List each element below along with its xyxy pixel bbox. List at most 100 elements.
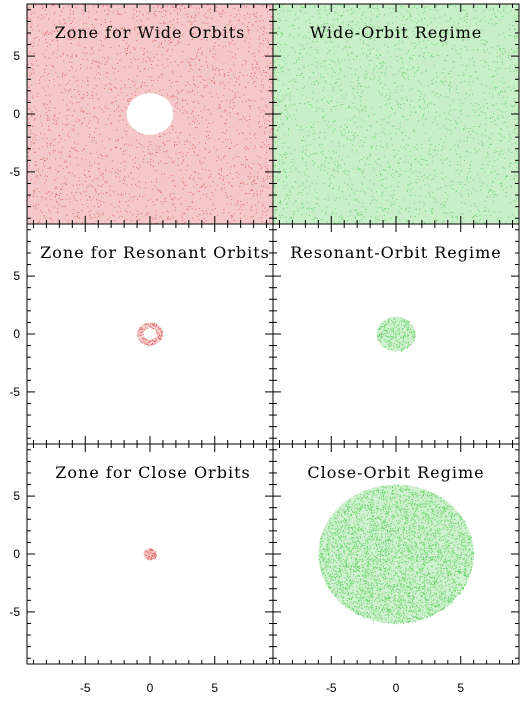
scatter-point (46, 103, 48, 105)
scatter-point (107, 30, 109, 31)
scatter-point (220, 159, 222, 161)
scatter-point (134, 91, 136, 93)
scatter-point (46, 31, 48, 33)
scatter-point (251, 189, 253, 191)
scatter-point (269, 116, 271, 117)
scatter-point (156, 199, 158, 201)
scatter-point (308, 131, 310, 133)
scatter-point (440, 159, 442, 161)
scatter-point (481, 83, 483, 85)
scatter-point (504, 91, 506, 93)
scatter-point (47, 85, 49, 87)
scatter-point (407, 189, 409, 191)
scatter-point (253, 134, 255, 136)
scatter-point (479, 181, 481, 183)
scatter-point (362, 53, 364, 54)
scatter-point (34, 182, 36, 184)
scatter-point (510, 59, 512, 61)
scatter-point (36, 196, 38, 198)
scatter-point (280, 49, 282, 51)
scatter-point (399, 342, 401, 343)
scatter-point (216, 67, 218, 69)
scatter-point (407, 336, 409, 338)
scatter-point (343, 145, 345, 147)
scatter-point (57, 207, 59, 209)
scatter-point (418, 213, 420, 215)
scatter-point (402, 61, 404, 63)
scatter-point (142, 333, 144, 335)
scatter-point (337, 85, 339, 87)
scatter-point (155, 210, 157, 212)
scatter-point (45, 199, 47, 201)
scatter-point (486, 185, 488, 187)
scatter-point (501, 150, 503, 152)
scatter-point (338, 216, 340, 218)
scatter-point (223, 75, 225, 77)
scatter-point (404, 342, 406, 344)
scatter-point (294, 28, 296, 30)
scatter-point (334, 199, 336, 201)
scatter-point (219, 104, 221, 105)
scatter-point (353, 192, 355, 194)
scatter-point (468, 81, 470, 83)
scatter-point (344, 46, 346, 48)
scatter-point (437, 188, 439, 190)
scatter-point (421, 117, 423, 119)
scatter-point (51, 64, 53, 66)
scatter-point (462, 9, 464, 11)
scatter-point (381, 337, 383, 339)
scatter-point (480, 39, 482, 41)
scatter-point (382, 208, 384, 210)
scatter-point (399, 331, 401, 333)
scatter-point (294, 103, 296, 105)
scatter-point (309, 185, 311, 187)
scatter-point (27, 17, 29, 19)
scatter-point (45, 192, 47, 194)
scatter-point (204, 187, 206, 189)
scatter-point (304, 103, 306, 105)
scatter-point (412, 337, 414, 339)
scatter-point (498, 45, 500, 47)
scatter-point (225, 129, 227, 131)
scatter-point (85, 191, 87, 193)
scatter-point (111, 171, 113, 173)
scatter-point (83, 174, 85, 176)
scatter-point (406, 324, 407, 326)
scatter-point (156, 152, 157, 154)
scatter-point (445, 135, 447, 137)
scatter-point (198, 102, 200, 104)
scatter-point (442, 204, 444, 206)
scatter-point (301, 73, 303, 75)
scatter-point (111, 168, 113, 169)
scatter-point (464, 160, 465, 162)
scatter-point (149, 342, 151, 343)
scatter-point (98, 78, 100, 80)
scatter-point (271, 47, 273, 49)
scatter-point (277, 27, 279, 29)
scatter-point (393, 202, 395, 204)
scatter-point (477, 209, 479, 211)
scatter-point (157, 336, 159, 338)
scatter-point (309, 77, 310, 79)
scatter-point (327, 52, 329, 54)
scatter-point (70, 30, 71, 32)
scatter-point (207, 17, 209, 19)
scatter-point (442, 202, 444, 204)
scatter-point (475, 71, 477, 73)
scatter-point (249, 115, 251, 117)
scatter-point (438, 96, 440, 98)
scatter-point (215, 189, 216, 191)
scatter-point (265, 71, 267, 73)
scatter-point (451, 132, 452, 134)
scatter-point (279, 202, 280, 204)
scatter-point (407, 161, 409, 163)
scatter-point (197, 91, 198, 93)
scatter-point (429, 194, 430, 196)
scatter-point (54, 196, 56, 198)
scatter-point (394, 318, 396, 320)
scatter-point (27, 146, 29, 148)
scatter-point (329, 178, 330, 180)
scatter-point (434, 8, 436, 10)
scatter-point (155, 40, 157, 41)
scatter-point (149, 57, 151, 59)
